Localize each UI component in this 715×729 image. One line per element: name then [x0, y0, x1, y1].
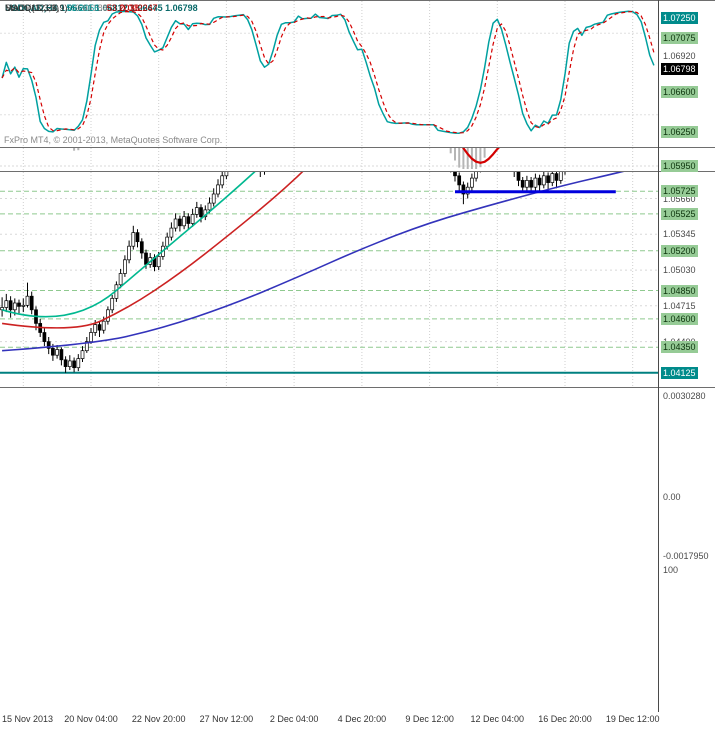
stochastic-indicator-name: Stoch(13,3,3)	[5, 3, 60, 13]
price-axis-label: 1.05660	[663, 194, 696, 204]
macd-axis-label: 0.00	[663, 492, 681, 502]
level-price-label: 1.06600	[661, 86, 698, 98]
price-axis[interactable]: 1.069201.056601.053451.050301.047151.044…	[658, 0, 715, 712]
level-price-label: 1.04350	[661, 341, 698, 353]
stoch-axis-label: 100	[663, 565, 679, 575]
price-axis-label: 1.06920	[663, 51, 696, 61]
level-price-label: 1.06250	[661, 126, 698, 138]
time-axis-label: 9 Dec 12:00	[405, 714, 454, 724]
level-price-label: 1.07075	[661, 32, 698, 44]
time-axis-label: 19 Dec 12:00	[605, 714, 660, 724]
time-axis-label: 27 Nov 12:00	[199, 714, 254, 724]
macd-signal-value: 0.002247	[120, 3, 158, 13]
time-axis-label: 22 Nov 20:00	[131, 714, 186, 724]
level-price-label: 1.07250	[661, 12, 698, 24]
level-price-label: 1.05725	[661, 185, 698, 197]
main-grid	[0, 1, 658, 387]
level-price-label: 1.04600	[661, 313, 698, 325]
time-axis-label: 15 Nov 2013	[2, 714, 54, 724]
price-axis-label: 1.05345	[663, 229, 696, 239]
stochastic-d-value: 53.2038	[106, 3, 140, 13]
stoch-grid	[0, 1, 658, 147]
time-axis-label: 4 Dec 20:00	[337, 714, 387, 724]
time-axis-label: 2 Dec 04:00	[269, 714, 319, 724]
level-price-label: 1.05950	[661, 160, 698, 172]
level-price-label: 1.05525	[661, 208, 698, 220]
symbol-timeframe-ohlc-label: USDCAD,H4 1.06661 1.06812 1.06645 1.0679…	[5, 3, 198, 13]
price-axis-label: 1.05030	[663, 265, 696, 275]
current-price-label: 1.06798	[661, 63, 698, 75]
stochastic-canvas	[0, 1, 658, 147]
copyright-text: FxPro MT4, © 2001-2013, MetaQuotes Softw…	[4, 135, 223, 145]
stochastic-title: Stoch(13,3,3) 55.2056 53.2038	[5, 3, 139, 13]
level-price-label: 1.04125	[661, 367, 698, 379]
ma-long-blue	[2, 162, 655, 352]
stochastic-k-value: 55.2056	[66, 3, 100, 13]
macd-title: MACD(12,26,9) 0.001881 0.002247	[5, 3, 158, 13]
time-axis-label: 16 Dec 20:00	[538, 714, 592, 724]
price-axis-label: 1.04715	[663, 301, 696, 311]
time-axis-label: 20 Nov 04:00	[64, 714, 118, 724]
level-price-label: 1.05200	[661, 245, 698, 257]
macd-axis-label: 0.0030280	[663, 391, 706, 401]
time-axis[interactable]: 15 Nov 2013 20 Nov 04:00 22 Nov 20:00 27 No…	[0, 712, 715, 729]
time-axis-label: 12 Dec 04:00	[470, 714, 525, 724]
macd-main-value: 0.001881	[75, 3, 113, 13]
macd-indicator-name: MACD(12,26,9)	[5, 3, 68, 13]
stoch-d-line	[1, 10, 655, 134]
macd-axis-label: -0.0017950	[663, 551, 709, 561]
stochastic-indicator-panel[interactable]: Stoch(13,3,3) 55.2056 53.2038 FxPro MT4,…	[0, 0, 715, 148]
level-price-label: 1.04850	[661, 285, 698, 297]
chart-title-main: USDCAD,H4 1.06661 1.06812 1.06645 1.0679…	[5, 3, 198, 13]
